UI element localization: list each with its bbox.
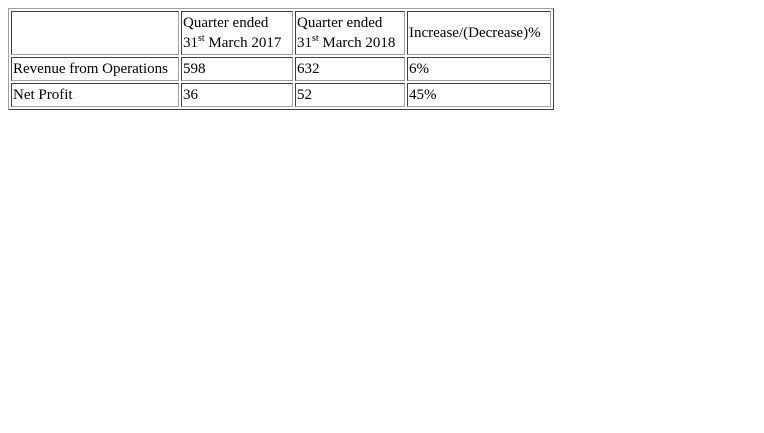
- header-quarter-2018-rest: March 2018: [318, 35, 396, 51]
- row-change: 6%: [407, 57, 551, 81]
- table-header-row: Quarter ended 31st March 2017 Quarter en…: [11, 11, 551, 55]
- row-label: Net Profit: [11, 83, 179, 107]
- header-corner-cell: [11, 11, 179, 55]
- row-value-2018: 632: [295, 57, 405, 81]
- row-value-2017: 598: [181, 57, 293, 81]
- header-quarter-2017-suffix: st: [198, 33, 205, 44]
- row-label: Revenue from Operations: [11, 57, 179, 81]
- table-row: Net Profit 36 52 45%: [11, 83, 551, 107]
- financial-summary: Quarter ended 31st March 2017 Quarter en…: [8, 8, 554, 110]
- header-change: Increase/(Decrease)%: [407, 11, 551, 55]
- row-value-2017: 36: [181, 83, 293, 107]
- header-quarter-2018: Quarter ended 31st March 2018: [295, 11, 405, 55]
- row-change: 45%: [407, 83, 551, 107]
- header-quarter-2018-day: 31: [297, 35, 312, 51]
- header-quarter-2018-suffix: st: [312, 33, 319, 44]
- header-quarter-2017-line1: Quarter ended: [183, 15, 269, 31]
- table-row: Revenue from Operations 598 632 6%: [11, 57, 551, 81]
- header-quarter-2018-line1: Quarter ended: [297, 15, 383, 31]
- financial-table: Quarter ended 31st March 2017 Quarter en…: [8, 8, 554, 110]
- header-quarter-2017: Quarter ended 31st March 2017: [181, 11, 293, 55]
- header-quarter-2017-rest: March 2017: [204, 35, 282, 51]
- row-value-2018: 52: [295, 83, 405, 107]
- header-quarter-2017-day: 31: [183, 35, 198, 51]
